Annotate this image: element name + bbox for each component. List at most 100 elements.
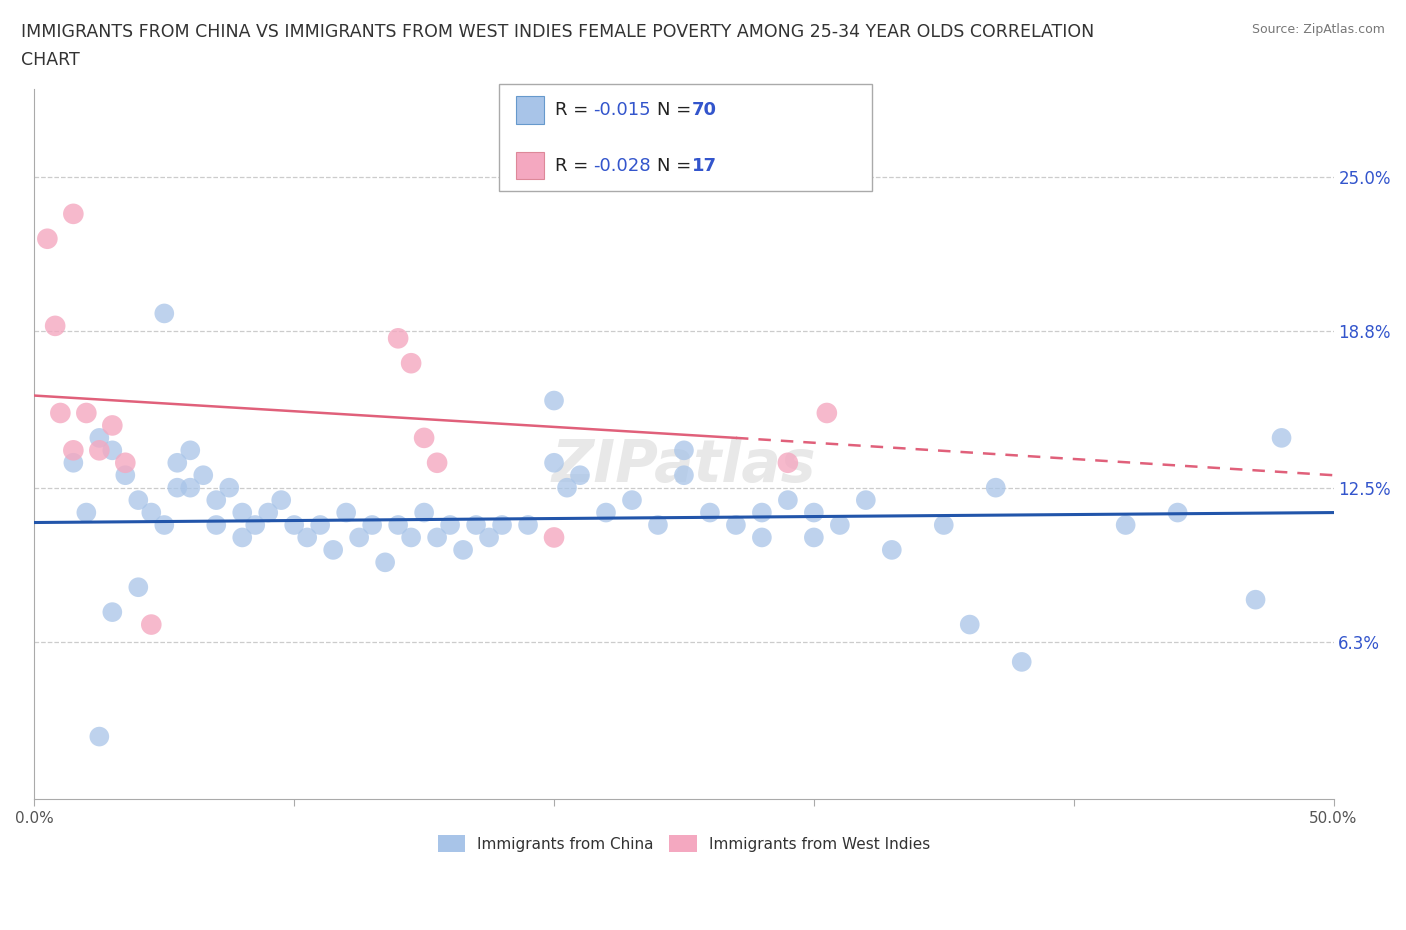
Point	[153, 306, 176, 321]
Text: ZIPatlas: ZIPatlas	[551, 437, 817, 494]
Point	[49, 405, 72, 420]
Point	[179, 443, 201, 458]
Point	[179, 480, 201, 495]
Point	[387, 518, 409, 533]
Point	[166, 480, 188, 495]
Text: 17: 17	[692, 156, 717, 175]
Point	[828, 518, 851, 533]
Point	[984, 480, 1007, 495]
Point	[245, 518, 267, 533]
Point	[283, 518, 305, 533]
Point	[101, 443, 124, 458]
Point	[413, 431, 436, 445]
Point	[347, 530, 370, 545]
Point	[205, 493, 228, 508]
Point	[374, 555, 396, 570]
Point	[1244, 592, 1267, 607]
Point	[231, 505, 253, 520]
Text: N =: N =	[657, 156, 696, 175]
Point	[439, 518, 461, 533]
Point	[399, 356, 422, 371]
Point	[672, 468, 695, 483]
Point	[555, 480, 578, 495]
Point	[724, 518, 747, 533]
Point	[295, 530, 318, 545]
Point	[543, 530, 565, 545]
Point	[62, 443, 84, 458]
Point	[620, 493, 643, 508]
Point	[803, 505, 825, 520]
Point	[543, 393, 565, 408]
Point	[205, 518, 228, 533]
Point	[426, 530, 449, 545]
Point	[399, 530, 422, 545]
Point	[426, 456, 449, 471]
Point	[451, 542, 474, 557]
Text: N =: N =	[657, 100, 696, 119]
Point	[855, 493, 877, 508]
Text: CHART: CHART	[21, 51, 80, 69]
Point	[1011, 655, 1033, 670]
Point	[335, 505, 357, 520]
Point	[361, 518, 384, 533]
Point	[127, 493, 149, 508]
Point	[465, 518, 488, 533]
Point	[478, 530, 501, 545]
Point	[153, 518, 176, 533]
Text: Source: ZipAtlas.com: Source: ZipAtlas.com	[1251, 23, 1385, 36]
Point	[141, 505, 163, 520]
Text: IMMIGRANTS FROM CHINA VS IMMIGRANTS FROM WEST INDIES FEMALE POVERTY AMONG 25-34 : IMMIGRANTS FROM CHINA VS IMMIGRANTS FROM…	[21, 23, 1094, 41]
Point	[1167, 505, 1189, 520]
Point	[815, 405, 838, 420]
Point	[672, 443, 695, 458]
Point	[114, 468, 136, 483]
Point	[880, 542, 903, 557]
Point	[517, 518, 540, 533]
Text: R =: R =	[555, 156, 595, 175]
Point	[37, 232, 59, 246]
Point	[89, 431, 111, 445]
Point	[543, 456, 565, 471]
Point	[193, 468, 215, 483]
Point	[101, 604, 124, 619]
Point	[75, 505, 97, 520]
Point	[141, 618, 163, 632]
Point	[231, 530, 253, 545]
Point	[491, 518, 513, 533]
Point	[1270, 431, 1292, 445]
Point	[776, 493, 799, 508]
Point	[932, 518, 955, 533]
Text: -0.015: -0.015	[593, 100, 651, 119]
Point	[114, 456, 136, 471]
Point	[101, 418, 124, 432]
Point	[257, 505, 280, 520]
Text: -0.028: -0.028	[593, 156, 651, 175]
Point	[127, 579, 149, 594]
Text: 70: 70	[692, 100, 717, 119]
Point	[270, 493, 292, 508]
Text: R =: R =	[555, 100, 595, 119]
Point	[569, 468, 592, 483]
Point	[413, 505, 436, 520]
Point	[322, 542, 344, 557]
Point	[803, 530, 825, 545]
Point	[387, 331, 409, 346]
Point	[309, 518, 332, 533]
Point	[166, 456, 188, 471]
Point	[959, 618, 981, 632]
Point	[751, 505, 773, 520]
Point	[89, 729, 111, 744]
Point	[218, 480, 240, 495]
Point	[44, 318, 66, 333]
Point	[647, 518, 669, 533]
Point	[62, 456, 84, 471]
Point	[62, 206, 84, 221]
Point	[89, 443, 111, 458]
Point	[1115, 518, 1137, 533]
Point	[776, 456, 799, 471]
Point	[699, 505, 721, 520]
Point	[595, 505, 617, 520]
Point	[751, 530, 773, 545]
Legend: Immigrants from China, Immigrants from West Indies: Immigrants from China, Immigrants from W…	[432, 829, 936, 858]
Point	[75, 405, 97, 420]
